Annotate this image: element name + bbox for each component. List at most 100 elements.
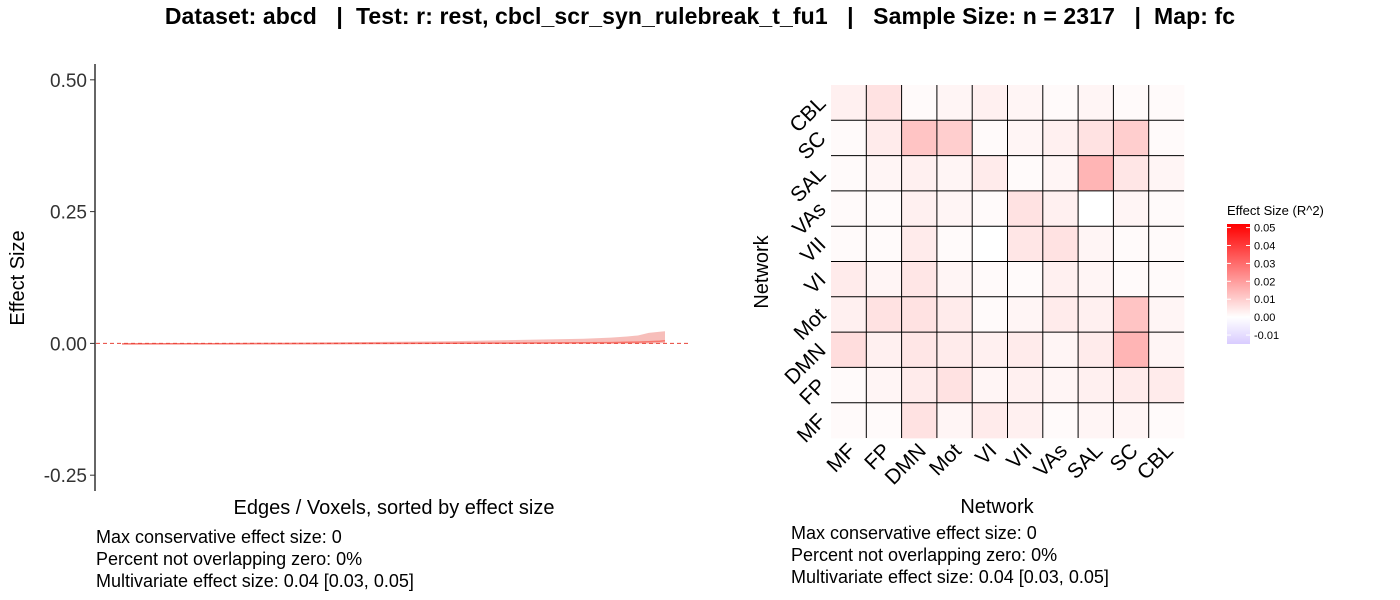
- heatmap-cell: [936, 85, 973, 121]
- heatmap-cell: [1078, 120, 1114, 156]
- heatmap-x-tick-label: MF: [822, 439, 860, 477]
- heatmap-cell: [1078, 190, 1114, 227]
- y-tick-label: 0.25: [50, 203, 87, 224]
- heatmap-cell: [1148, 402, 1185, 439]
- heatmap-cell: [1042, 155, 1079, 192]
- heatmap-x-tick-label: SAL: [1063, 439, 1107, 483]
- heatmap-cell: [1078, 155, 1114, 192]
- heatmap-cell: [866, 261, 902, 298]
- heatmap-cell: [936, 367, 973, 404]
- heatmap-cell: [1148, 332, 1185, 368]
- heatmap-cell: [1113, 226, 1150, 262]
- heatmap-cell: [972, 367, 1008, 404]
- heatmap-cell: [1148, 120, 1185, 156]
- heatmap-cell: [866, 226, 902, 262]
- heatmap-cell: [1007, 402, 1044, 439]
- heatmap-cell: [1113, 296, 1150, 333]
- heatmap-cell: [831, 261, 867, 298]
- heatmap-cell: [901, 261, 938, 298]
- heatmap-cell: [866, 367, 902, 404]
- heatmap-cell: [936, 226, 973, 262]
- heatmap-cell: [1042, 120, 1079, 156]
- heatmap-cell: [936, 155, 973, 192]
- heatmap-cell: [1113, 402, 1150, 439]
- heatmap-y-tick-label: DMN: [780, 339, 830, 389]
- heatmap-cell: [901, 296, 938, 333]
- legend-tick-label: -0.01: [1254, 330, 1279, 342]
- heatmap-cell: [1148, 367, 1185, 404]
- effect-size-line-chart: 0.50 0.25 0.00 -0.25 Edges / Voxels, sorted…: [7, 64, 690, 519]
- legend-title: Effect Size (R^2): [1227, 203, 1324, 218]
- multivariate-effect-text: Multivariate effect size: 0.04 [0.03, 0.…: [791, 567, 1109, 587]
- heatmap-y-tick-label: Mot: [790, 304, 831, 345]
- heatmap-x-tick-label: Mot: [925, 439, 966, 480]
- heatmap-cell: [1078, 332, 1114, 368]
- heatmap-cell: [901, 332, 938, 368]
- heatmap-cell: [1078, 261, 1114, 298]
- heatmap-cell: [1148, 190, 1185, 227]
- heatmap-cell: [1007, 85, 1044, 121]
- heatmap-cell: [831, 85, 867, 121]
- heatmap-cell: [972, 261, 1008, 298]
- heatmap-cell: [901, 190, 938, 227]
- heatmap-cell: [972, 332, 1008, 368]
- heatmap-cell: [1113, 190, 1150, 227]
- heatmap-cell: [972, 190, 1008, 227]
- heatmap-y-tick-label: VAs: [788, 198, 830, 240]
- heatmap-cell: [1042, 190, 1079, 227]
- heatmap-cell: [901, 367, 938, 404]
- heatmap-cell: [1007, 296, 1044, 333]
- percent-not-overlapping-text: Percent not overlapping zero: 0%: [791, 545, 1058, 565]
- heatmap-cell: [972, 296, 1008, 333]
- heatmap-x-tick-label: VAs: [1030, 439, 1072, 481]
- heatmap-cell: [866, 332, 902, 368]
- y-tick-label: 0.00: [50, 334, 87, 355]
- heatmap-cell: [1042, 261, 1079, 298]
- heatmap-cell: [972, 155, 1008, 192]
- heatmap-cells: [831, 85, 1185, 439]
- heatmap-grid-lines: [831, 85, 1184, 438]
- y-tick-label: 0.50: [50, 71, 87, 92]
- heatmap-cell: [936, 261, 973, 298]
- heatmap-cell: [866, 85, 902, 121]
- heatmap-cell: [1042, 226, 1079, 262]
- heatmap-stats: Max conservative effect size: 0 Percent …: [791, 522, 1109, 588]
- legend-tick-label: 0.05: [1254, 223, 1275, 235]
- heatmap-cell: [1148, 155, 1185, 192]
- max-conservative-effect-text: Max conservative effect size: 0: [791, 523, 1037, 543]
- y-axis-group: 0.50 0.25 0.00 -0.25: [44, 64, 690, 491]
- max-conservative-effect-text: Max conservative effect size: 0: [96, 527, 342, 547]
- heatmap-x-tick-label: CBL: [1133, 439, 1178, 484]
- heatmap-cell: [831, 120, 867, 156]
- multivariate-effect-text: Multivariate effect size: 0.04 [0.03, 0.…: [96, 571, 414, 591]
- heatmap-cell: [936, 190, 973, 227]
- heatmap-cell: [1148, 226, 1185, 262]
- heatmap-cell: [936, 402, 973, 439]
- confidence-ribbon-group: [122, 331, 665, 345]
- heatmap-cell: [1007, 226, 1044, 262]
- heatmap-cell: [1042, 296, 1079, 333]
- line-chart-x-axis-label: Edges / Voxels, sorted by effect size: [234, 497, 555, 519]
- heatmap-cell: [1113, 261, 1150, 298]
- line-chart-stats: Max conservative effect size: 0 Percent …: [96, 526, 414, 592]
- heatmap-cell: [1148, 85, 1185, 121]
- heatmap-cell: [831, 332, 867, 368]
- heatmap-cell: [1042, 85, 1079, 121]
- heatmap-cell: [1007, 367, 1044, 404]
- legend-color-bar: [1227, 224, 1250, 344]
- heatmap-cell: [831, 367, 867, 404]
- heatmap-cell: [1007, 332, 1044, 368]
- heatmap-cell: [972, 120, 1008, 156]
- heatmap-cell: [901, 120, 938, 156]
- heatmap-x-tick-label: DMN: [881, 439, 931, 489]
- heatmap-cell: [936, 120, 973, 156]
- heatmap-y-tick-label: VI: [800, 268, 830, 298]
- heatmap-cell: [901, 85, 938, 121]
- heatmap-y-axis-label: Network: [751, 234, 773, 308]
- heatmap-cell: [1113, 155, 1150, 192]
- heatmap-cell: [866, 155, 902, 192]
- heatmap-cell: [1078, 85, 1114, 121]
- heatmap-cell: [866, 296, 902, 333]
